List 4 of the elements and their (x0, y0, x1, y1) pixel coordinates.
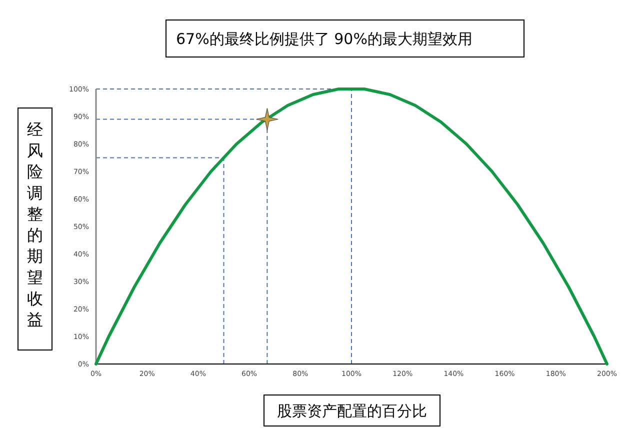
text: 经风险调整的期望收益 (27, 120, 43, 329)
line-series (94, 88, 608, 366)
x-axis-title: 股票资产配置的百分比 (277, 402, 427, 420)
chart-title: 67%的最终比例提供了 90%的最大期望效用 (176, 30, 472, 48)
